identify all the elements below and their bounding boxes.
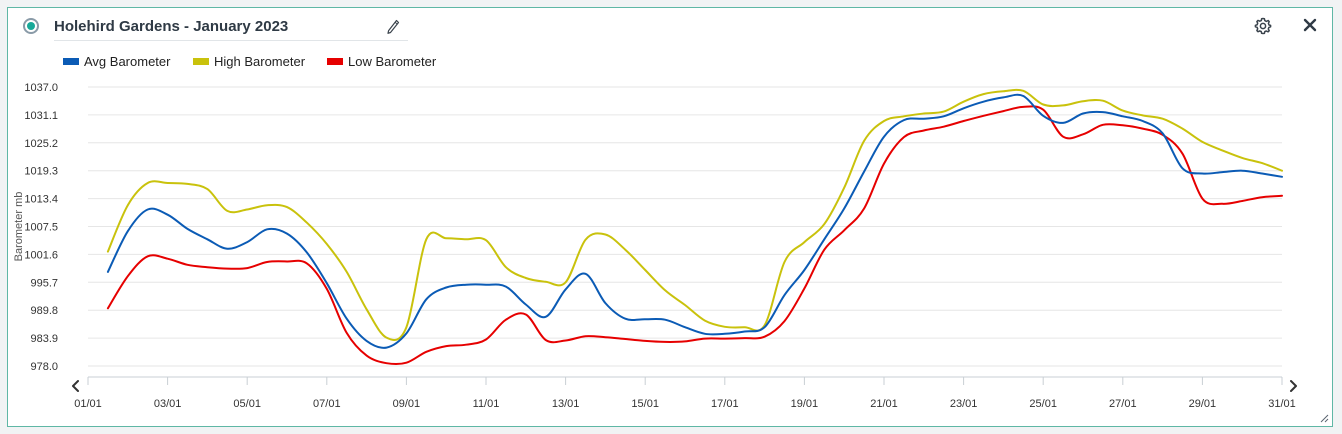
y-axis-label: Barometer mb	[13, 192, 25, 262]
x-tick-label: 31/01	[1268, 398, 1296, 410]
x-tick-label: 09/01	[393, 398, 421, 410]
y-tick-label: 995.7	[30, 277, 58, 289]
y-tick-label: 1031.1	[24, 110, 58, 122]
close-icon[interactable]	[1302, 17, 1318, 33]
chevron-right-icon[interactable]	[1290, 380, 1297, 392]
legend-swatch-high	[193, 58, 209, 65]
series-line-avg	[106, 93, 1283, 349]
x-tick-label: 19/01	[791, 398, 819, 410]
pencil-icon[interactable]	[386, 19, 400, 35]
x-tick-label: 17/01	[711, 398, 739, 410]
series-line-low	[106, 105, 1283, 366]
x-tick-label: 05/01	[233, 398, 261, 410]
y-tick-label: 1019.3	[24, 166, 58, 178]
legend-label-high: High Barometer	[214, 54, 306, 69]
x-tick-label: 23/01	[950, 398, 978, 410]
chart-title: Holehird Gardens - January 2023	[54, 16, 408, 41]
x-tick-label: 11/01	[473, 398, 500, 410]
x-tick-label: 03/01	[154, 398, 182, 410]
y-tick-label: 989.8	[30, 305, 58, 317]
legend-label-avg: Avg Barometer	[84, 54, 171, 69]
series-line-high	[106, 88, 1283, 341]
y-tick-label: 1037.0	[24, 82, 58, 94]
legend-label-low: Low Barometer	[348, 54, 437, 69]
y-tick-label: 983.9	[30, 333, 58, 345]
x-tick-label: 01/01	[74, 398, 102, 410]
barometer-chart: 1037.0 1031.1 1025.2 1019.3 1013.4 1007.5 1001…	[13, 82, 1297, 410]
x-tick-label: 25/01	[1029, 398, 1057, 410]
chart-widget: Holehird Gardens - January 2023 Avg Baro…	[7, 7, 1333, 427]
x-tick-label: 29/01	[1189, 398, 1217, 410]
radio-selected-icon[interactable]	[23, 18, 39, 34]
x-tick-label: 21/01	[870, 398, 898, 410]
chevron-left-icon[interactable]	[72, 380, 79, 392]
y-tick-label: 1007.5	[24, 222, 58, 234]
y-tick-label: 978.0	[30, 361, 58, 373]
x-tick-label: 27/01	[1109, 398, 1137, 410]
legend-swatch-avg	[63, 58, 79, 65]
legend-swatch-low	[327, 58, 343, 65]
x-tick-label: 07/01	[313, 398, 341, 410]
resize-handle-icon[interactable]	[1320, 414, 1329, 423]
x-tick-label: 13/01	[552, 398, 580, 410]
y-tick-label: 1013.4	[24, 194, 58, 206]
y-tick-label: 1025.2	[24, 138, 58, 150]
y-tick-label: 1001.6	[24, 249, 58, 261]
x-tick-label: 15/01	[631, 398, 659, 410]
widget-header: Holehird Gardens - January 2023	[8, 8, 1332, 48]
gear-icon[interactable]	[1254, 17, 1272, 35]
